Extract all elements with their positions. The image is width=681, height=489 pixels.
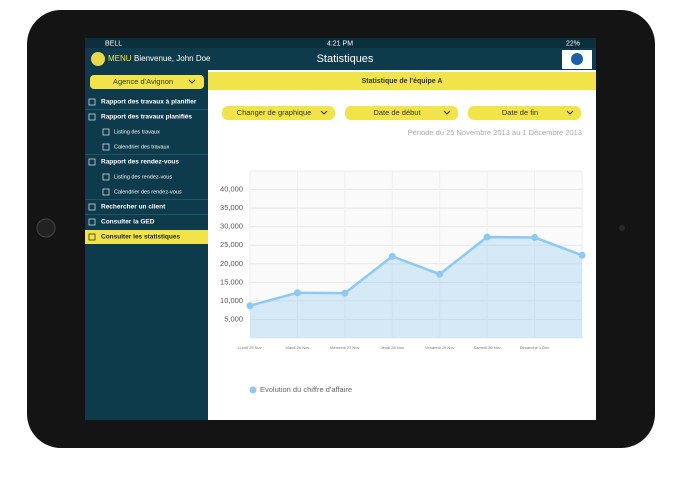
header [85,48,596,70]
y-tick-label: 40,000 [220,185,243,194]
x-tick-label: Lundi 25 Nov [238,345,262,350]
dropdown-label: Changer de graphique [237,108,312,117]
point [246,302,254,310]
dropdown-button[interactable] [222,106,335,120]
x-tick-label: Dimanche 1 Déc [520,345,550,350]
point [531,233,539,241]
point [436,270,444,278]
y-tick-label: 25,000 [220,240,243,249]
menu-item[interactable]: Rapport des rendez-vous [101,159,179,166]
y-tick-label: 30,000 [220,222,243,231]
menu-icon [88,98,96,106]
x-tick-label: Vendredi 29 Nov [425,345,455,350]
point [293,289,301,297]
menu-icon [102,173,110,181]
logo-mark [571,53,583,65]
menu-icon [102,128,110,136]
banner [208,72,596,90]
menu-icon [88,218,96,226]
point [483,233,491,241]
menu-item[interactable]: Calendrier des rendez-vous [114,189,182,195]
battery: 22% [566,40,580,47]
button-row: Changer de graphique Date de début Date de… [222,106,581,120]
chevron [566,110,574,115]
point [578,251,586,259]
sidebar [85,70,208,420]
menu-icon [88,113,96,121]
y-tick-label: 20,000 [220,259,243,268]
banner-title: Statistique de l'équipe A [362,78,443,85]
x-tick-label: Mercredi 27 Nov [330,345,359,350]
period: Période du 25 Novembre 2013 au 1 Décembr… [408,128,582,137]
chevron [188,79,196,84]
agency: Agence d'Avignon [113,77,173,86]
menu-item[interactable]: Listing des rendez-vous [114,174,172,180]
menu-item[interactable]: Consulter la GED [101,219,155,226]
legend-label: Evolution du chiffre d'affaire [260,385,352,394]
dropdown-button[interactable] [345,106,458,120]
menu-icon [88,233,96,241]
status-bar [85,38,596,48]
carrier: BELL [105,40,122,47]
area [250,237,582,338]
menu-icon [88,158,96,166]
dropdown-button[interactable] [468,106,581,120]
point [388,252,396,260]
x-tick-label: Mardi 26 Nov [286,345,310,350]
welcome: Bienvenue, John Doe [134,54,211,63]
x-tick-label: Jeudi 28 Nov [381,345,404,350]
y-tick-label: 15,000 [220,277,243,286]
menu-icon [102,188,110,196]
menu-item[interactable]: Listing des travaux [114,129,160,135]
line [249,235,583,307]
menu-item[interactable]: Rapport des travaux planifiés [101,114,192,121]
menu-item[interactable]: Calendrier des travaux [114,144,170,150]
y-tick-label: 5,000 [224,314,243,323]
y-tick-label: 35,000 [220,203,243,212]
point [341,289,349,297]
dropdown-label: Date de fin [502,108,538,117]
chart: 5,000 10,000 15,000 20,000 25,000 30,000 35,00… [220,170,586,394]
plot-area [249,170,583,339]
menu-active-bg [85,230,208,244]
camera [619,225,625,231]
menu-item[interactable]: Rechercher un client [101,204,166,211]
menu-item[interactable]: Consulter les statistiques [101,234,180,241]
agency-select[interactable] [90,75,204,89]
menu-item[interactable]: Rapport des travaux à planifier [101,99,197,106]
menu-button[interactable]: MENU [108,54,132,63]
menu-list: Rapport des travaux à planifier Rapport d… [85,98,208,244]
menu-icon [88,203,96,211]
menu-icon[interactable] [91,52,105,66]
chevron [443,110,451,115]
y-tick-label: 10,000 [220,296,243,305]
menu-icon [102,143,110,151]
time: 4:21 PM [327,40,353,47]
chevron [320,110,328,115]
dropdown-label: Date de début [373,108,421,117]
x-tick-label: Samedi 30 Nov [473,345,500,350]
home-button [36,218,56,238]
header-title: Statistiques [317,53,374,65]
legend-marker [249,386,257,394]
